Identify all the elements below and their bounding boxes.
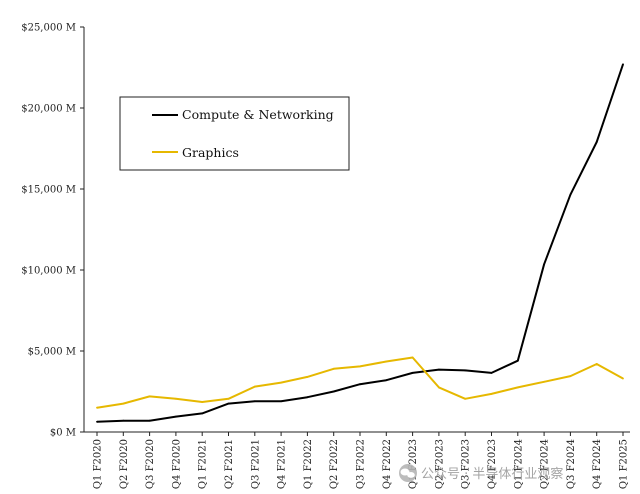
data-point-graphics <box>516 386 519 389</box>
x-tick-label: Q3 F2021 <box>250 439 261 489</box>
x-tick-label: Q3 F2024 <box>566 439 577 489</box>
x-tick-label: Q2 F2021 <box>224 439 235 489</box>
x-tick-label: Q1 F2020 <box>93 439 104 489</box>
data-point-graphics <box>332 367 335 370</box>
data-point-graphics <box>622 377 624 380</box>
x-tick-label: Q3 F2022 <box>356 439 367 489</box>
y-tick-label: $25,000 M <box>21 23 76 34</box>
x-tick-label: Q3 F2023 <box>461 439 472 489</box>
legend-label-graphics: Graphics <box>182 145 239 160</box>
data-point-compute-networking <box>385 379 388 382</box>
x-tick-label: Q4 F2023 <box>487 439 498 489</box>
data-point-compute-networking <box>280 400 282 403</box>
legend-label-compute-networking: Compute & Networking <box>182 107 334 122</box>
y-axis: $0 M $5,000 M $10,000 M $15,000 M $20,000 M $… <box>21 23 85 439</box>
data-point-graphics <box>464 397 467 400</box>
x-tick-label: Q3 F2020 <box>145 439 156 489</box>
data-point-graphics <box>148 395 151 398</box>
data-point-compute-networking <box>595 141 598 143</box>
data-point-compute-networking <box>569 193 572 196</box>
data-point-graphics <box>543 380 545 383</box>
legend: Compute & Networking Graphics <box>119 96 350 171</box>
data-point-graphics <box>96 406 98 409</box>
data-point-graphics <box>385 360 388 363</box>
y-tick-label: $15,000 M <box>21 185 76 196</box>
data-point-compute-networking <box>359 383 361 386</box>
data-point-compute-networking <box>543 263 545 266</box>
data-point-compute-networking <box>438 368 440 371</box>
y-tick-label: $0 M <box>50 428 76 439</box>
data-point-compute-networking <box>411 371 414 374</box>
data-point-graphics <box>595 363 598 365</box>
data-point-graphics <box>201 401 204 403</box>
data-point-compute-networking <box>622 63 624 66</box>
watermark: 公众号 · 半导体行业观察 <box>399 464 563 482</box>
data-point-graphics <box>253 385 256 388</box>
data-point-graphics <box>227 397 230 400</box>
data-point-graphics <box>122 402 125 405</box>
data-point-graphics <box>569 375 572 378</box>
x-tick-label: Q1 F2022 <box>303 439 314 489</box>
wechat-icon <box>399 464 417 482</box>
data-point-compute-networking <box>516 359 519 362</box>
x-tick-label: Q4 F2020 <box>171 439 182 489</box>
data-point-graphics <box>490 393 493 395</box>
data-point-graphics <box>359 365 361 368</box>
data-point-compute-networking <box>306 396 309 399</box>
x-tick-label: Q4 F2022 <box>382 439 393 489</box>
data-point-graphics <box>411 356 414 359</box>
data-point-graphics <box>306 376 309 378</box>
data-point-compute-networking <box>175 415 177 418</box>
series-lines <box>96 63 624 423</box>
x-tick-label: Q4 F2024 <box>592 439 603 489</box>
data-point-graphics <box>438 386 440 389</box>
data-point-graphics <box>175 397 177 400</box>
data-point-graphics <box>280 381 282 384</box>
x-tick-label: Q1 F2024 <box>513 439 524 489</box>
data-point-compute-networking <box>122 419 125 422</box>
data-point-compute-networking <box>201 412 204 415</box>
x-tick-label: Q1 F2023 <box>408 439 419 489</box>
x-tick-label: Q2 F2024 <box>540 439 551 489</box>
x-tick-label: Q2 F2020 <box>119 439 130 489</box>
data-point-compute-networking <box>332 390 335 393</box>
data-point-compute-networking <box>253 400 256 403</box>
x-axis: Q1 F2020 Q2 F2020 Q3 F2020 Q4 F2020 Q1 F2021… <box>84 431 630 489</box>
data-point-compute-networking <box>227 402 230 405</box>
x-tick-label: Q4 F2021 <box>277 439 288 489</box>
x-tick-label: Q2 F2023 <box>434 439 445 489</box>
data-point-compute-networking <box>490 371 493 374</box>
data-point-compute-networking <box>96 420 98 423</box>
y-tick-label: $20,000 M <box>21 104 76 115</box>
watermark-text: 公众号 · 半导体行业观察 <box>421 467 563 482</box>
x-tick-label: Q1 F2021 <box>198 439 209 489</box>
data-point-compute-networking <box>464 369 467 372</box>
y-tick-label: $5,000 M <box>28 347 76 358</box>
data-point-compute-networking <box>148 419 151 422</box>
x-tick-label: Q1 F2025 <box>619 439 630 489</box>
y-tick-label: $10,000 M <box>21 266 76 277</box>
legend-box <box>119 96 350 171</box>
x-tick-label: Q2 F2022 <box>329 439 340 489</box>
